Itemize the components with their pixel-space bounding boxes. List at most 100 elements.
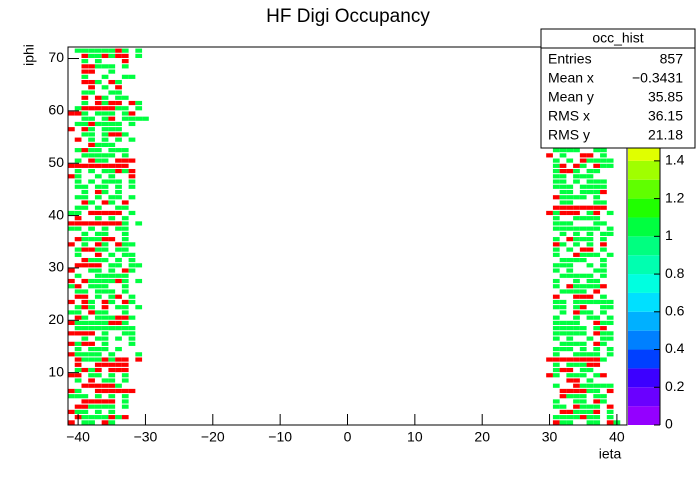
cell (108, 263, 116, 268)
cell (121, 404, 129, 409)
cell (135, 100, 143, 106)
cell (135, 352, 143, 357)
cell (586, 383, 594, 388)
cell (101, 200, 109, 205)
cell (121, 168, 129, 174)
cell (579, 284, 587, 289)
cell (593, 278, 601, 284)
cell (115, 320, 122, 326)
cell (579, 216, 587, 221)
cell (600, 242, 607, 247)
cell (88, 320, 95, 326)
cell (81, 320, 89, 326)
cell (81, 205, 89, 210)
cell (573, 409, 580, 415)
cell (88, 48, 95, 53)
stats-value: 36.15 (648, 108, 683, 124)
cell (552, 362, 560, 367)
y-tick-label: 50 (48, 154, 64, 170)
cell (573, 284, 580, 289)
cell (108, 409, 116, 415)
cell (101, 310, 109, 315)
cell (74, 216, 82, 221)
cell (600, 153, 607, 158)
cell (74, 378, 82, 383)
cell (115, 226, 122, 231)
cell (121, 53, 129, 58)
cell (74, 179, 82, 184)
cell (600, 221, 607, 226)
cell (593, 320, 601, 326)
cell (573, 331, 580, 336)
cell (606, 231, 614, 236)
cell (121, 163, 129, 168)
color-scale-band (628, 311, 660, 331)
cell (606, 336, 614, 341)
cell (94, 48, 102, 53)
cell (121, 64, 129, 69)
cell (108, 153, 116, 158)
cell (81, 153, 89, 158)
cell (579, 357, 587, 362)
cell (121, 268, 129, 273)
cell (135, 263, 143, 268)
cell (559, 231, 567, 236)
cell (81, 357, 89, 362)
cell (101, 289, 109, 294)
cell (559, 320, 567, 326)
cell (101, 415, 109, 420)
cell (573, 179, 580, 184)
cell (566, 357, 574, 362)
cell (579, 247, 587, 252)
cell (593, 388, 601, 394)
cell (81, 59, 89, 64)
cell (88, 278, 95, 284)
cell (573, 278, 580, 284)
cell (81, 294, 89, 299)
cell (559, 415, 567, 420)
cell (606, 299, 614, 305)
cell (128, 111, 136, 116)
cell (579, 367, 587, 373)
cell (101, 320, 109, 326)
cell (593, 205, 601, 210)
cell (121, 373, 129, 378)
cell (606, 409, 614, 415)
cell (579, 299, 587, 305)
cell (115, 53, 122, 58)
cell (593, 252, 601, 257)
cell (566, 158, 574, 163)
cell (586, 404, 594, 409)
cell (74, 163, 82, 168)
cell (94, 388, 102, 394)
cell (552, 210, 560, 216)
cell (128, 263, 136, 268)
cell (573, 305, 580, 310)
cell (74, 226, 82, 231)
cell (566, 409, 574, 415)
cell (94, 315, 102, 320)
cell (552, 320, 560, 326)
cell (88, 331, 95, 336)
cell (88, 378, 95, 383)
z-tick-label: 1.2 (665, 189, 685, 205)
cell (566, 346, 574, 352)
cell (108, 399, 116, 404)
cell (108, 53, 116, 58)
cell (108, 378, 116, 383)
cell (579, 205, 587, 210)
cell (573, 415, 580, 420)
cell (559, 299, 567, 305)
cell (108, 142, 116, 147)
cell (559, 179, 567, 184)
cell (586, 357, 594, 362)
cell (586, 237, 594, 242)
cell (81, 90, 89, 95)
cell (88, 158, 95, 163)
cell (593, 226, 601, 231)
z-tick-label: 0 (665, 416, 673, 432)
cell (593, 284, 601, 289)
cell (108, 148, 116, 153)
cell (94, 210, 102, 216)
